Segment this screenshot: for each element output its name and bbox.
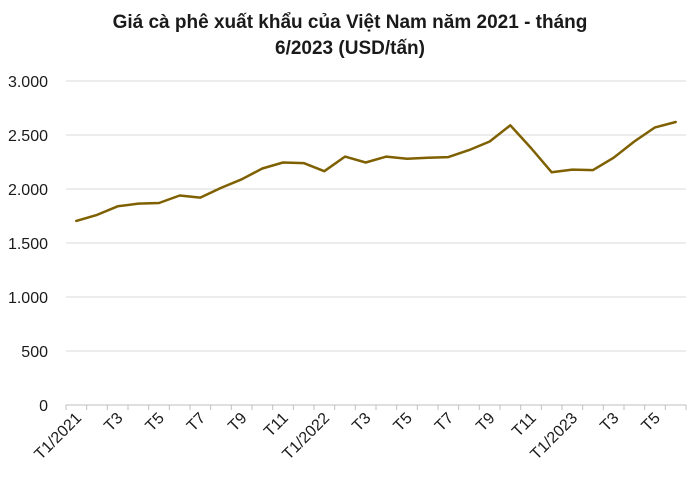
data-point (674, 121, 677, 124)
x-tick-label: T1/2021 (32, 410, 86, 464)
x-tick-label: T11 (509, 410, 540, 441)
data-point (261, 167, 264, 170)
data-point (550, 171, 553, 174)
y-tick-label: 1.500 (8, 236, 48, 253)
x-tick-label: T5 (391, 410, 416, 435)
data-point (220, 186, 223, 189)
data-point (447, 156, 450, 159)
x-tick-label: T11 (261, 410, 292, 441)
data-point (75, 219, 78, 222)
data-point (633, 140, 636, 143)
y-tick-label: 1.000 (8, 290, 48, 307)
chart-title-line-1: Giá cà phê xuất khẩu của Việt Nam năm 20… (112, 12, 588, 33)
x-tick-label: T5 (639, 410, 664, 435)
data-point (364, 161, 367, 164)
chart-title-line-2: 6/2023 (USD/tấn) (275, 38, 425, 59)
x-tick-label: T5 (143, 410, 168, 435)
data-point (240, 178, 243, 181)
data-point (571, 168, 574, 171)
data-point (199, 196, 202, 199)
data-point (344, 155, 347, 158)
y-tick-label: 2.000 (8, 182, 48, 199)
data-point (406, 157, 409, 160)
data-point (592, 169, 595, 172)
data-point (612, 156, 615, 159)
data-point (323, 170, 326, 173)
data-point (468, 149, 471, 152)
y-tick-label: 2.500 (8, 128, 48, 145)
data-point (302, 162, 305, 165)
x-tick-label: T3 (101, 410, 126, 435)
data-point (654, 126, 657, 129)
data-point (385, 155, 388, 158)
data-point (137, 202, 140, 205)
y-tick-label: 500 (21, 344, 48, 361)
series-layer (75, 120, 677, 223)
series-line (75, 120, 677, 223)
y-tick-label: 3.000 (8, 74, 48, 91)
y-tick-label: 0 (39, 398, 48, 415)
x-tick-label: T9 (225, 410, 250, 435)
chart-title: Giá cà phê xuất khẩu của Việt Nam năm 20… (60, 10, 640, 62)
data-point (282, 161, 285, 164)
y-axis: 0 500 1.000 1.500 2.000 2.500 3.000 (8, 74, 48, 415)
data-point (530, 146, 533, 149)
data-point (488, 140, 491, 143)
x-tick-label: T9 (473, 410, 498, 435)
data-point (426, 156, 429, 159)
x-tick-label: T7 (432, 410, 457, 435)
data-point (509, 124, 512, 127)
x-tick-label: T7 (184, 410, 209, 435)
gridlines (66, 80, 686, 352)
data-point (178, 194, 181, 197)
data-point (96, 213, 99, 216)
data-point (116, 205, 119, 208)
x-tick-label: T3 (597, 410, 622, 435)
x-tick-label: T3 (349, 410, 374, 435)
data-point (158, 202, 161, 205)
